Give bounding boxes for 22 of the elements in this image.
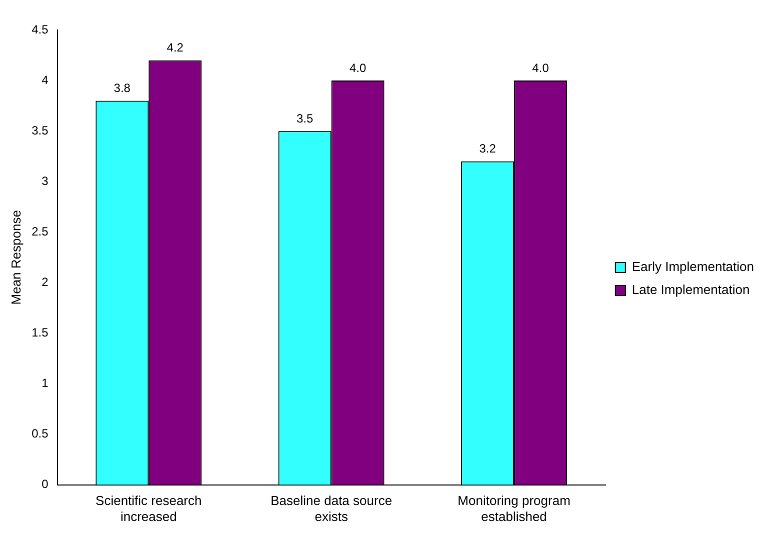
data-label: 3.8 [114, 81, 131, 96]
legend-label: Late Implementation [632, 282, 750, 298]
data-label: 3.5 [296, 111, 314, 126]
data-label: 4.0 [349, 60, 366, 75]
y-tick-label: 0.5 [32, 426, 49, 441]
y-tick-label: 1.5 [32, 326, 49, 340]
y-tick-label: 2.5 [32, 224, 49, 238]
y-tick-label: 4.5 [32, 22, 49, 36]
y-tick-label: 3 [42, 174, 49, 188]
y-tick-label: 0 [42, 477, 49, 492]
y-tick-label: 3.5 [32, 123, 49, 138]
data-label: 3.2 [479, 142, 496, 156]
data-label: 4.0 [532, 60, 550, 75]
y-axis-title: Mean Response [8, 210, 24, 305]
legend-label: Early Implementation [632, 259, 754, 274]
x-tick-label: Monitoring program established [458, 493, 570, 524]
y-tick-label: 2 [42, 274, 49, 289]
y-tick-label: 1 [42, 376, 49, 390]
data-label: 4.2 [166, 40, 184, 55]
x-tick-label: Baseline data source exists [270, 493, 392, 524]
x-tick-label: Scientific research increased [96, 493, 202, 524]
y-tick-label: 4 [42, 72, 49, 87]
